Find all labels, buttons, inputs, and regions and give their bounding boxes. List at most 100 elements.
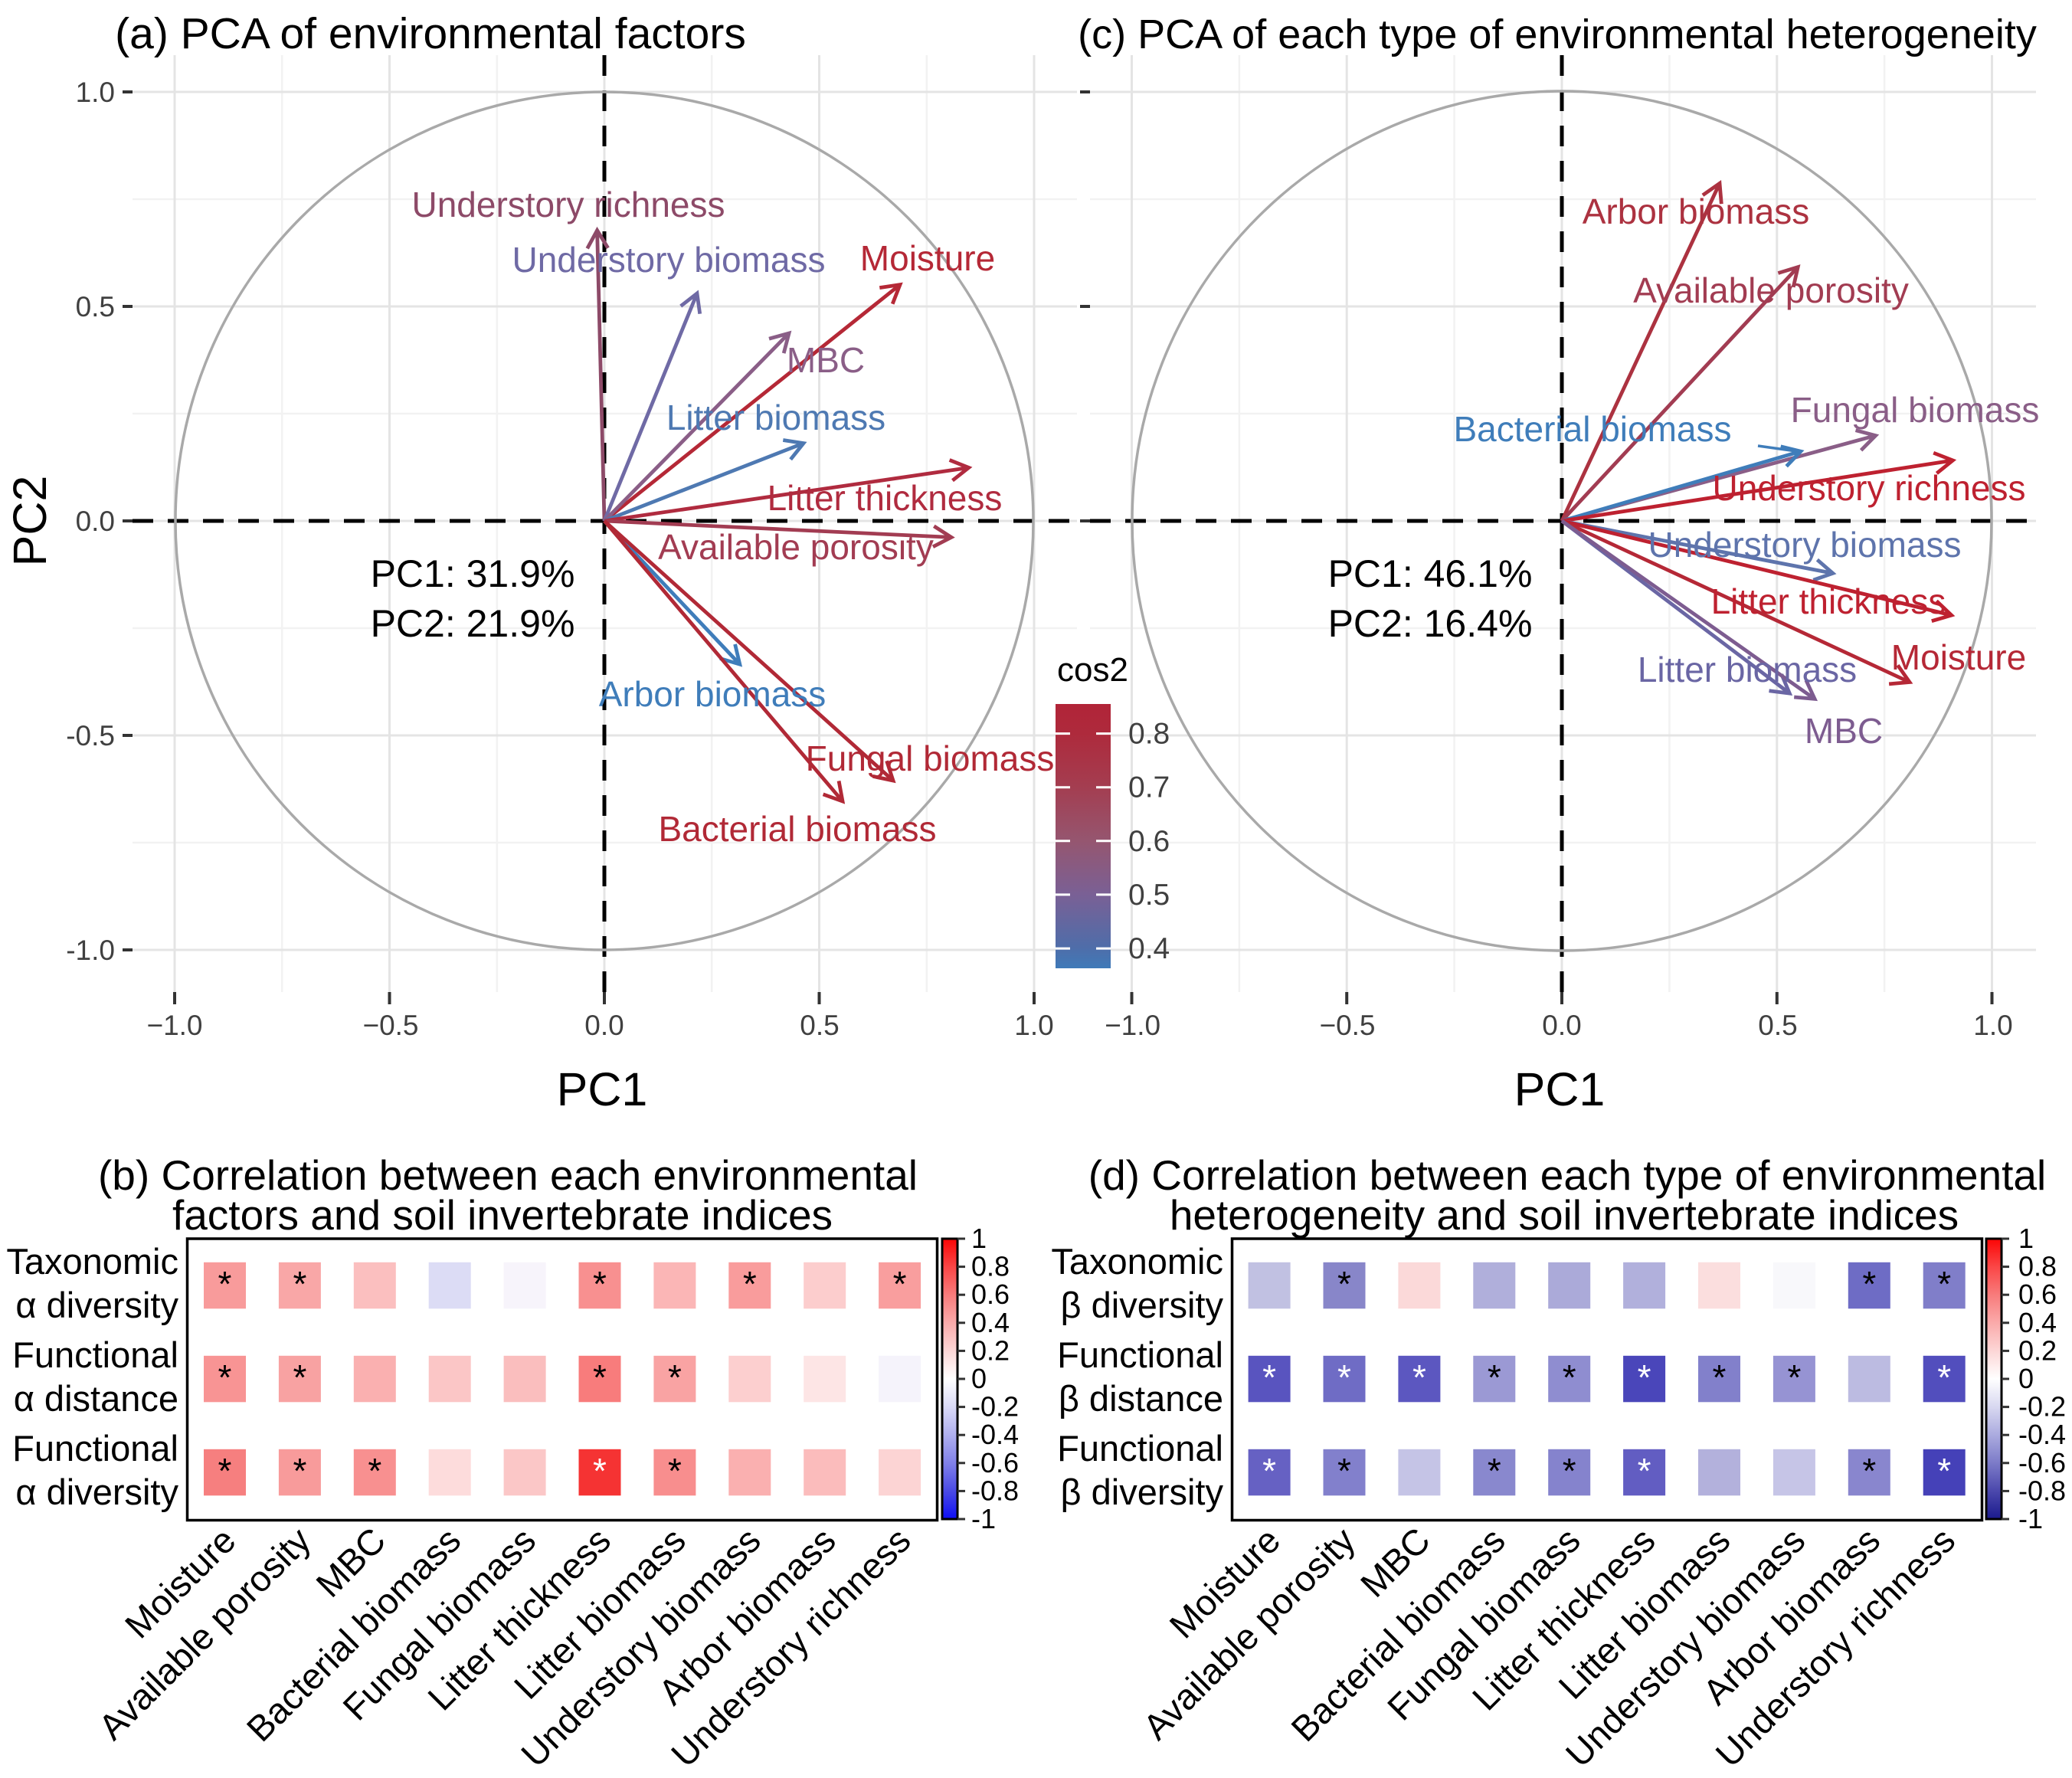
svg-text:Fungal biomass: Fungal biomass bbox=[806, 738, 1055, 778]
svg-text:α diversity: α diversity bbox=[15, 1472, 178, 1512]
svg-text:*: * bbox=[1638, 1357, 1651, 1397]
svg-text:*: * bbox=[1412, 1357, 1426, 1397]
svg-text:Functional: Functional bbox=[12, 1428, 178, 1469]
svg-text:0.4: 0.4 bbox=[2018, 1307, 2057, 1338]
svg-text:*: * bbox=[293, 1451, 306, 1491]
svg-text:*: * bbox=[1638, 1451, 1651, 1491]
svg-text:α diversity: α diversity bbox=[15, 1285, 178, 1325]
svg-text:-0.6: -0.6 bbox=[2018, 1447, 2066, 1478]
svg-text:Litter biomass: Litter biomass bbox=[1638, 650, 1857, 689]
svg-text:Bacterial biomass: Bacterial biomass bbox=[658, 809, 936, 849]
svg-text:Bacterial biomass: Bacterial biomass bbox=[1453, 409, 1731, 449]
svg-text:0.5: 0.5 bbox=[800, 1010, 839, 1041]
svg-text:*: * bbox=[893, 1264, 907, 1304]
svg-text:*: * bbox=[1337, 1357, 1351, 1397]
svg-text:(d) Correlation between each t: (d) Correlation between each type of env… bbox=[1088, 1151, 2046, 1199]
svg-text:0.6: 0.6 bbox=[2018, 1279, 2057, 1310]
svg-text:*: * bbox=[1488, 1451, 1501, 1491]
svg-text:−0.5: −0.5 bbox=[362, 1010, 418, 1041]
svg-text:1: 1 bbox=[2018, 1223, 2034, 1254]
svg-text:MBC: MBC bbox=[1805, 711, 1883, 751]
svg-text:1.0: 1.0 bbox=[1014, 1010, 1053, 1041]
svg-text:0.8: 0.8 bbox=[1128, 718, 1170, 751]
svg-text:Fungal biomass: Fungal biomass bbox=[1791, 390, 2040, 430]
svg-text:*: * bbox=[1337, 1264, 1351, 1304]
svg-text:MBC: MBC bbox=[787, 340, 865, 380]
svg-text:Understory biomass: Understory biomass bbox=[512, 240, 825, 280]
svg-text:-0.6: -0.6 bbox=[971, 1447, 1019, 1478]
svg-text:1: 1 bbox=[971, 1223, 987, 1254]
svg-text:*: * bbox=[1937, 1264, 1951, 1304]
svg-text:*: * bbox=[368, 1451, 381, 1491]
svg-text:Litter thickness: Litter thickness bbox=[768, 478, 1003, 518]
svg-text:−1.0: −1.0 bbox=[1105, 1010, 1160, 1041]
svg-text:-0.4: -0.4 bbox=[2018, 1419, 2066, 1450]
svg-text:0.8: 0.8 bbox=[2018, 1251, 2057, 1282]
svg-text:Functional: Functional bbox=[12, 1334, 178, 1375]
svg-text:PC1: 31.9%: PC1: 31.9% bbox=[371, 552, 575, 595]
svg-text:Litter biomass: Litter biomass bbox=[666, 398, 885, 437]
svg-text:-0.8: -0.8 bbox=[971, 1475, 1019, 1506]
svg-text:-1: -1 bbox=[2018, 1503, 2043, 1534]
svg-text:(b) Correlation between each e: (b) Correlation between each environment… bbox=[98, 1151, 918, 1199]
svg-text:0.0: 0.0 bbox=[1542, 1010, 1581, 1041]
svg-text:Functional: Functional bbox=[1057, 1428, 1223, 1469]
svg-text:*: * bbox=[293, 1264, 306, 1304]
svg-text:(c) PCA of each type of enviro: (c) PCA of each type of environmental he… bbox=[1078, 11, 2037, 57]
svg-text:*: * bbox=[668, 1357, 682, 1397]
svg-text:factors and soil invertebrate: factors and soil invertebrate indices bbox=[172, 1191, 833, 1239]
svg-text:*: * bbox=[1337, 1451, 1351, 1491]
svg-text:*: * bbox=[668, 1451, 682, 1491]
svg-text:*: * bbox=[1862, 1264, 1876, 1304]
svg-text:1.0: 1.0 bbox=[76, 77, 115, 108]
svg-text:PC1: 46.1%: PC1: 46.1% bbox=[1328, 552, 1533, 595]
svg-text:Available porosity: Available porosity bbox=[1633, 270, 1909, 310]
svg-text:*: * bbox=[1563, 1357, 1576, 1397]
svg-text:-1.0: -1.0 bbox=[66, 935, 115, 966]
svg-text:1.0: 1.0 bbox=[1973, 1010, 2012, 1041]
svg-text:Understory richness: Understory richness bbox=[1712, 468, 2025, 508]
svg-text:0.8: 0.8 bbox=[971, 1251, 1010, 1282]
svg-text:*: * bbox=[1862, 1451, 1876, 1491]
svg-text:(a) PCA of environmental facto: (a) PCA of environmental factors bbox=[115, 9, 746, 58]
svg-text:*: * bbox=[593, 1451, 607, 1491]
svg-text:0.6: 0.6 bbox=[971, 1279, 1010, 1310]
svg-text:-0.4: -0.4 bbox=[971, 1419, 1019, 1450]
svg-text:*: * bbox=[293, 1357, 306, 1397]
svg-text:heterogeneity and soil inverte: heterogeneity and soil invertebrate indi… bbox=[1170, 1191, 1959, 1239]
svg-text:0.0: 0.0 bbox=[584, 1010, 624, 1041]
svg-text:*: * bbox=[1937, 1451, 1951, 1491]
svg-text:0.5: 0.5 bbox=[1128, 879, 1170, 912]
svg-text:PC2: PC2 bbox=[4, 476, 56, 567]
svg-text:PC1: PC1 bbox=[557, 1063, 648, 1115]
svg-text:Functional: Functional bbox=[1057, 1334, 1223, 1375]
svg-text:*: * bbox=[743, 1264, 757, 1304]
svg-text:Arbor biomass: Arbor biomass bbox=[1583, 192, 1810, 231]
svg-text:0.2: 0.2 bbox=[2018, 1334, 2057, 1366]
svg-text:Moisture: Moisture bbox=[1891, 637, 2026, 677]
svg-text:β diversity: β diversity bbox=[1061, 1472, 1224, 1512]
svg-text:*: * bbox=[1787, 1357, 1801, 1397]
svg-text:β distance: β distance bbox=[1059, 1378, 1223, 1419]
svg-text:0.7: 0.7 bbox=[1128, 771, 1170, 804]
svg-text:PC1: PC1 bbox=[1514, 1063, 1606, 1115]
svg-text:-0.8: -0.8 bbox=[2018, 1475, 2066, 1506]
svg-text:*: * bbox=[593, 1357, 607, 1397]
svg-text:Understory biomass: Understory biomass bbox=[1648, 525, 1961, 565]
svg-text:Available porosity: Available porosity bbox=[658, 527, 934, 567]
svg-text:Understory richness: Understory richness bbox=[411, 185, 725, 224]
svg-text:*: * bbox=[1937, 1357, 1951, 1397]
svg-text:-0.5: -0.5 bbox=[66, 720, 115, 751]
svg-text:*: * bbox=[1488, 1357, 1501, 1397]
svg-text:α distance: α distance bbox=[14, 1378, 178, 1419]
svg-text:0.4: 0.4 bbox=[1128, 932, 1170, 965]
svg-text:*: * bbox=[1262, 1357, 1276, 1397]
svg-text:β diversity: β diversity bbox=[1061, 1285, 1224, 1325]
svg-text:0.5: 0.5 bbox=[76, 291, 115, 323]
svg-text:PC2: 21.9%: PC2: 21.9% bbox=[371, 602, 575, 645]
svg-text:-1: -1 bbox=[971, 1503, 996, 1534]
svg-text:0: 0 bbox=[2018, 1363, 2034, 1394]
svg-text:Litter thickness: Litter thickness bbox=[1711, 581, 1946, 621]
svg-text:-0.2: -0.2 bbox=[971, 1391, 1019, 1423]
svg-text:-0.2: -0.2 bbox=[2018, 1391, 2066, 1423]
